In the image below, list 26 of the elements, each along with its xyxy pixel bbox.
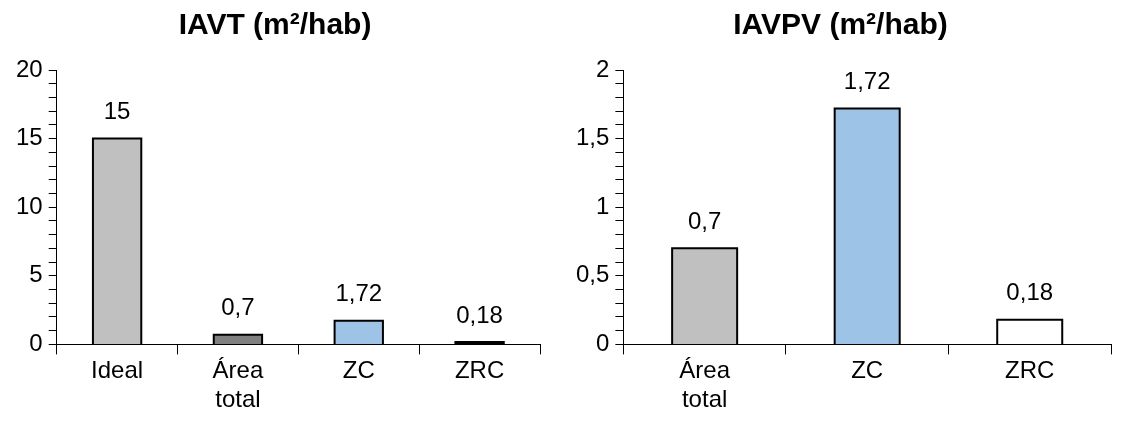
y-tick-label: 20 xyxy=(15,54,43,82)
chart-title: IAVPV (m²/hab) xyxy=(733,7,948,41)
data-label: 0,7 xyxy=(221,293,255,321)
x-tick-label: Ideal xyxy=(91,356,144,384)
y-tick-label: 0 xyxy=(596,329,610,357)
data-label: 0,18 xyxy=(456,300,503,328)
y-tick-label: 2 xyxy=(596,54,610,82)
y-tick-label: 10 xyxy=(15,191,43,219)
data-label: 15 xyxy=(103,97,131,125)
y-tick-label: 1,5 xyxy=(575,123,610,151)
x-tick-label: ZRC xyxy=(454,356,505,384)
data-label: 0,7 xyxy=(687,206,722,234)
x-tick-label: ZC xyxy=(851,356,884,384)
x-tick-label: ZC xyxy=(342,356,375,384)
x-tick-label: Área total xyxy=(679,356,731,413)
x-tick-label: ZRC xyxy=(1005,356,1055,384)
y-tick-label: 0 xyxy=(29,329,43,357)
x-tick-label: Área total xyxy=(212,356,264,413)
data-label: 1,72 xyxy=(335,279,383,307)
y-tick-label: 15 xyxy=(15,123,43,151)
y-tick-label: 1 xyxy=(596,191,610,219)
y-tick-label: 5 xyxy=(29,260,43,288)
chart-title: IAVT (m²/hab) xyxy=(178,7,372,41)
data-label: 0,18 xyxy=(1006,278,1054,306)
y-tick-label: 0,5 xyxy=(575,260,610,288)
data-label: 1,72 xyxy=(843,67,891,95)
